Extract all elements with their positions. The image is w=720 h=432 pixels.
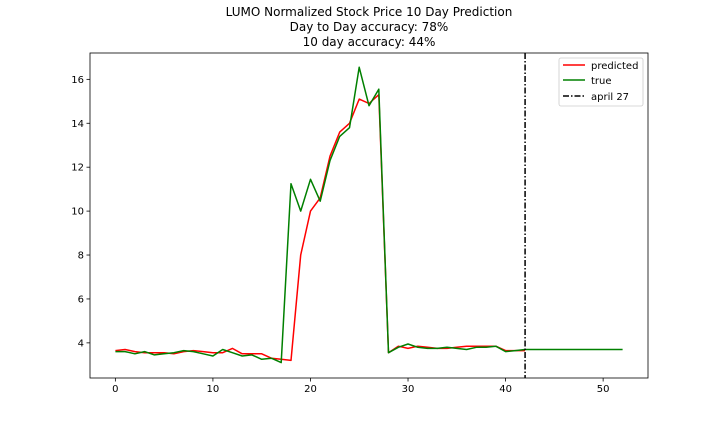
y-tick-label: 4 bbox=[78, 338, 84, 349]
legend: predicted true april 27 bbox=[558, 57, 644, 107]
x-tick-label: 0 bbox=[112, 384, 118, 395]
axis-ticks: 0 10 20 30 40 50 4 6 8 10 12 14 16 bbox=[71, 75, 609, 395]
series-line-true bbox=[115, 66, 623, 364]
x-tick-label: 30 bbox=[402, 384, 415, 395]
chart-subtitle-line-2: 10 day accuracy: 44% bbox=[303, 35, 436, 49]
y-tick-label: 8 bbox=[78, 251, 84, 262]
legend-label-true: true bbox=[591, 76, 612, 87]
chart-title: LUMO Normalized Stock Price 10 Day Predi… bbox=[226, 5, 513, 19]
legend-label-predicted: predicted bbox=[591, 61, 638, 72]
legend-label-april-27: april 27 bbox=[591, 92, 629, 103]
chart-subtitle-line-1: Day to Day accuracy: 78% bbox=[290, 20, 449, 34]
legend-box bbox=[558, 57, 644, 107]
y-tick-label: 6 bbox=[78, 294, 84, 305]
x-tick-label: 10 bbox=[207, 384, 220, 395]
y-tick-label: 10 bbox=[71, 207, 84, 218]
x-tick-label: 40 bbox=[499, 384, 512, 395]
x-tick-label: 20 bbox=[304, 384, 317, 395]
y-tick-label: 14 bbox=[71, 119, 84, 130]
series-line-predicted bbox=[115, 93, 526, 362]
y-tick-label: 12 bbox=[71, 163, 84, 174]
plot-content bbox=[115, 53, 623, 378]
x-tick-label: 50 bbox=[597, 384, 610, 395]
plot-frame bbox=[89, 52, 649, 379]
y-tick-label: 16 bbox=[71, 75, 84, 86]
